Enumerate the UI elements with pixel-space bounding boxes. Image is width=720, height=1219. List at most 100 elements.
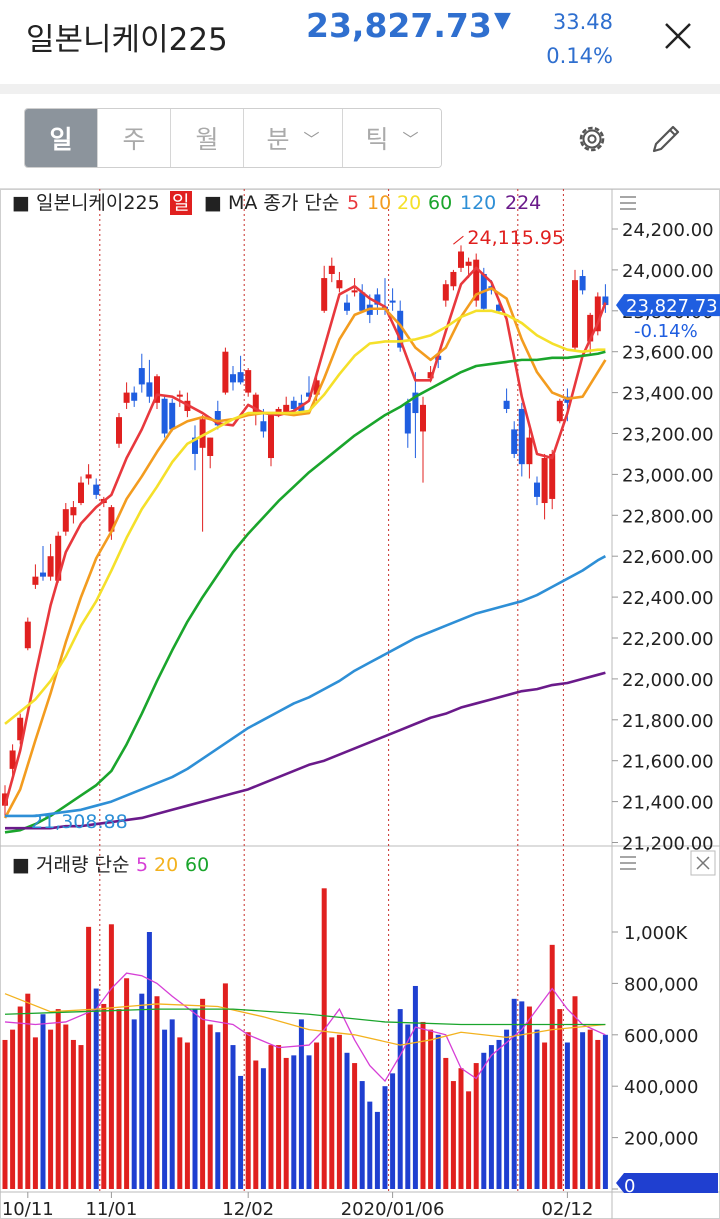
volume-bar [390,1073,396,1189]
volume-bar [435,1034,441,1189]
candle-body [161,398,168,434]
volume-bar [86,926,92,1189]
volume-bar [473,1063,479,1189]
volume-bar [405,1024,411,1189]
volume-bar [526,1006,532,1189]
volume-bar [260,1068,266,1189]
tab-tick-label: 틱 [365,125,389,154]
tab-week[interactable]: 주 [98,109,171,167]
volume-bar [283,1057,289,1189]
volume-ma-line-60 [4,1008,606,1026]
volume-bar [298,1019,304,1189]
candle-body [85,474,92,479]
volume-bar [314,1042,320,1189]
candle-body [199,419,206,448]
candle-body [275,408,282,414]
chart-area[interactable]: 24,200.0024,000.0023,800.0023,600.0023,4… [0,189,720,1219]
volume-bar [587,1029,593,1189]
last-price-label: 23,827.73 [626,296,718,317]
candle-body [40,572,46,577]
volume-bar [192,1009,198,1189]
candle-body [138,368,145,385]
candle-body [328,265,335,274]
candle-body [207,437,214,456]
volume-bar [63,1024,69,1189]
chart-toolbar: 일 주 월 분 ﹀ 틱 ﹀ [0,94,720,189]
candle-body [154,376,160,403]
candle-body [78,482,84,504]
tab-month[interactable]: 월 [171,109,244,167]
candle-body [290,400,297,409]
volume-bar [534,1029,540,1189]
candle-body [556,400,563,422]
candle-body [579,276,586,291]
volume-bar [519,1001,525,1189]
close-pane-x [696,856,710,870]
volume-bar [542,1042,548,1189]
ma-legend-20: 20 [397,192,421,214]
x-tick-label: 10/11 [2,1199,54,1219]
ma-legend-60: 60 [428,192,452,214]
volume-bar [124,978,130,1189]
period-badge [170,191,192,215]
volume-bar [2,1039,8,1189]
y-tick-label: 22,400.00 [622,588,714,609]
tab-day-label: 일 [49,125,73,154]
close-icon[interactable] [660,18,696,54]
candle-body [526,437,533,465]
volume-bar [496,1039,502,1189]
x-tick-label: 11/01 [85,1199,137,1219]
volume-bar [215,1032,221,1189]
volume-bar [108,924,114,1189]
candle-body [260,421,267,432]
candle-body [496,304,502,311]
max-value-label: 24,115.95 [467,227,564,249]
volume-bar [367,1101,373,1189]
volume-bar [40,1014,46,1189]
last-percent-label: -0.14% [634,321,698,342]
volume-bar [55,1009,61,1189]
ma-line-10 [3,287,607,819]
volume-bar [131,1019,137,1189]
candle-body [511,429,518,454]
volume-bar [374,1111,380,1189]
y-tick-label: 21,200.00 [622,834,714,855]
volume-bar [564,1042,570,1189]
ma-legend-224: 224 [505,192,541,214]
y-tick-label: 22,800.00 [622,506,714,527]
gear-icon[interactable] [574,121,610,157]
volume-bar [154,996,160,1189]
pencil-icon[interactable] [648,121,684,157]
y-tick-label: 22,200.00 [622,629,714,650]
price-change-percent: 0.14% [546,44,613,68]
volume-legend-name: ■ 거래량 단순 [12,854,129,876]
candle-body [93,484,100,495]
period-selector: 일 주 월 분 ﹀ 틱 ﹀ [24,108,442,168]
price-change: 33.48 [552,10,613,34]
volume-y-tick-label: 400,000 [624,1077,698,1098]
tab-tick-dropdown[interactable]: 틱 ﹀ [343,109,441,167]
x-tick-label: 02/12 [541,1199,593,1219]
volume-bar [443,1057,449,1189]
tab-minute-dropdown[interactable]: 분 ﹀ [244,109,343,167]
volume-bar [17,1006,23,1189]
volume-bar [511,998,517,1189]
x-tick-label: 12/02 [222,1199,274,1219]
candle-body [534,482,540,497]
volume-bar [488,1045,494,1189]
ma-legend-120: 120 [460,192,496,214]
candle-body [222,351,229,393]
candle-body [549,453,556,499]
tab-day[interactable]: 일 [25,109,98,167]
y-tick-label: 23,000.00 [622,465,714,486]
volume-bar [116,1009,122,1189]
price-legend-name: ■ 일본니케이225 [12,192,160,214]
volume-bar [162,1029,168,1189]
y-tick-label: 24,000.00 [622,261,714,282]
candle-body [131,392,138,401]
volume-bar [93,988,99,1189]
volume-bar [184,1042,190,1189]
volume-bar [78,1045,84,1189]
volume-bar [268,1045,274,1189]
volume-bar [306,1055,312,1189]
